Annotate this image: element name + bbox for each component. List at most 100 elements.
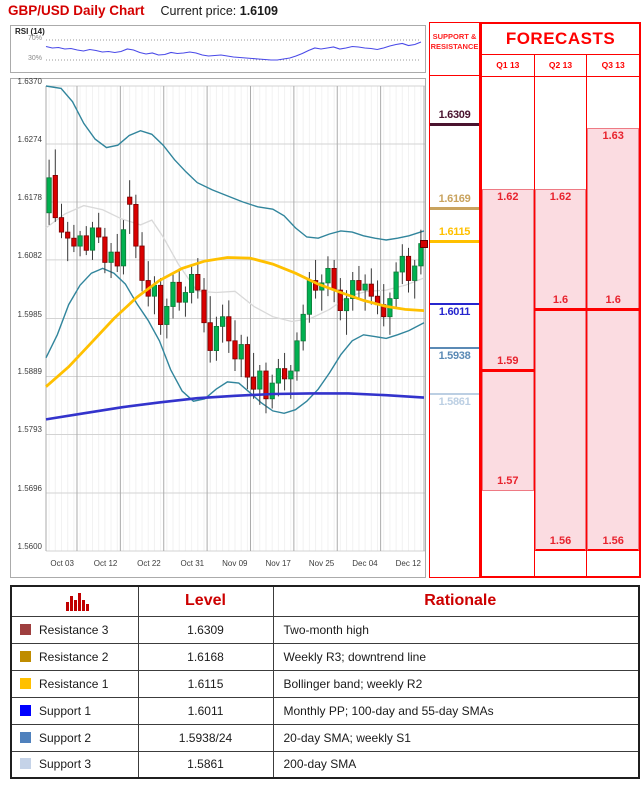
forecast-quarter-header-row: Q1 13 Q2 13 Q3 13 bbox=[482, 55, 639, 77]
row-level: 1.6168 bbox=[137, 642, 274, 671]
sr-level-value: 1.6011 bbox=[438, 305, 471, 318]
y-axis-label: 1.6178 bbox=[17, 192, 42, 202]
forecast-value-label: 1.56 bbox=[602, 535, 624, 547]
table-header-icon-cell bbox=[10, 585, 139, 617]
current-price: Current price: 1.6109 bbox=[161, 4, 278, 18]
forecast-quarter-q2: Q2 13 bbox=[535, 55, 588, 76]
legend-swatch bbox=[20, 677, 31, 689]
x-axis-label: Dec 12 bbox=[395, 559, 421, 568]
x-axis-label: Nov 09 bbox=[222, 559, 248, 568]
sr-level-value: 1.5938 bbox=[438, 349, 471, 362]
forecast-column-q1-13: 1.62 1.59 1.57 bbox=[482, 77, 535, 576]
rsi-line bbox=[45, 41, 422, 61]
x-axis-label: Oct 12 bbox=[93, 559, 118, 568]
support-resistance-header: SUPPORT & RESISTANCE bbox=[430, 23, 479, 76]
y-axis-label: 1.6274 bbox=[17, 134, 42, 144]
table-row: Resistance 3 1.6309 Two-month high bbox=[10, 615, 640, 644]
forecast-value-label: 1.59 bbox=[497, 354, 519, 367]
forecast-column-q2-13: 1.62 1.6 1.56 bbox=[534, 77, 588, 576]
row-level: 1.6011 bbox=[137, 696, 274, 725]
forecast-value-label: 1.57 bbox=[497, 474, 519, 487]
price-chart bbox=[45, 85, 425, 552]
price-chart-panel: 1.6370 1.6274 1.6178 1.6082 1.5985 1.5889 1.57… bbox=[10, 77, 426, 578]
forecast-central-line bbox=[587, 308, 640, 312]
support-resistance-column: SUPPORT & RESISTANCE 1.6309 1.6169 1.6115 1… bbox=[429, 22, 480, 578]
y-axis-label: 1.6370 bbox=[17, 77, 42, 86]
x-axis-label: Dec 04 bbox=[352, 559, 378, 568]
current-price-label: Current price: bbox=[160, 4, 237, 18]
x-axis-label: Oct 22 bbox=[137, 559, 161, 568]
legend-swatch bbox=[20, 650, 31, 662]
row-level: 1.6115 bbox=[137, 669, 274, 698]
table-header-level: Level bbox=[137, 585, 274, 617]
bar-chart-icon bbox=[66, 593, 90, 612]
row-label: Resistance 1 bbox=[39, 676, 109, 691]
sma20-line bbox=[45, 204, 425, 323]
forecast-value-label: 1.63 bbox=[602, 130, 624, 143]
sr-level-line bbox=[430, 346, 479, 349]
table-row: Support 1 1.6011 Monthly PP; 100-day and… bbox=[10, 696, 640, 725]
legend-swatch bbox=[20, 758, 31, 770]
levels-table: Level Rationale Resistance 3 1.6309 Two-… bbox=[10, 585, 640, 779]
legend-swatch bbox=[20, 704, 31, 716]
forecast-range bbox=[482, 188, 534, 491]
bollinger-lower-line bbox=[45, 267, 425, 415]
row-rationale: Bollinger band; weekly R2 bbox=[272, 669, 640, 698]
row-level: 1.5938/24 bbox=[137, 723, 274, 752]
forecast-value-label: 1.56 bbox=[549, 535, 572, 547]
row-label: Support 3 bbox=[39, 757, 92, 772]
y-axis-label: 1.6082 bbox=[17, 250, 42, 260]
row-rationale: Weekly R3; downtrend line bbox=[272, 642, 640, 671]
forecast-body: 1.62 1.59 1.57 1.62 1.6 1.56 1.63 1.6 1.56 bbox=[482, 77, 640, 576]
current-price-value: 1.6109 bbox=[239, 4, 278, 18]
forecast-range bbox=[587, 128, 640, 551]
forecast-value-label: 1.62 bbox=[549, 190, 572, 203]
sr-level-value: 1.6309 bbox=[438, 108, 471, 121]
forecast-value-label: 1.6 bbox=[552, 294, 569, 307]
table-header-row: Level Rationale bbox=[10, 585, 640, 617]
table-header-rationale: Rationale bbox=[272, 585, 640, 617]
forecast-central-line bbox=[534, 308, 587, 312]
rsi-label: RSI (14) bbox=[15, 27, 45, 36]
row-level: 1.5861 bbox=[137, 750, 274, 779]
bollinger-upper-line bbox=[45, 85, 425, 241]
forecast-quarter-q1: Q1 13 bbox=[482, 55, 535, 76]
candles bbox=[46, 149, 424, 414]
y-axis-label: 1.5889 bbox=[17, 367, 42, 377]
row-label: Resistance 3 bbox=[39, 622, 109, 637]
x-axis-label: Oct 31 bbox=[180, 559, 205, 568]
forecast-range bbox=[534, 188, 587, 551]
page-title: GBP/USD Daily Chart bbox=[8, 3, 145, 18]
row-rationale: 20-day SMA; weekly S1 bbox=[272, 723, 640, 752]
table-row: Support 2 1.5938/24 20-day SMA; weekly S… bbox=[10, 723, 640, 752]
sr-level-value: 1.6169 bbox=[438, 193, 471, 206]
table-row: Resistance 1 1.6115 Bollinger band; week… bbox=[10, 669, 640, 698]
gridlines bbox=[45, 85, 425, 552]
row-label: Support 2 bbox=[39, 730, 92, 745]
sr-level-line bbox=[430, 302, 479, 305]
y-axis-label: 1.5696 bbox=[17, 484, 42, 494]
table-row: Support 3 1.5861 200-day SMA bbox=[10, 750, 640, 779]
sr-level-line bbox=[430, 207, 479, 211]
rsi-plot bbox=[45, 39, 422, 61]
forecast-value-label: 1.6 bbox=[605, 294, 621, 307]
forecast-central-line bbox=[482, 368, 534, 372]
y-axis-label: 1.5985 bbox=[17, 309, 42, 319]
legend-swatch bbox=[20, 623, 31, 635]
current-price-marker bbox=[420, 239, 428, 248]
legend-swatch bbox=[20, 731, 31, 743]
table-row: Resistance 2 1.6168 Weekly R3; downtrend… bbox=[10, 642, 640, 671]
sr-level-value: 1.6115 bbox=[438, 225, 471, 238]
row-rationale: Monthly PP; 100-day and 55-day SMAs bbox=[272, 696, 640, 725]
row-label: Resistance 2 bbox=[39, 649, 109, 664]
forecast-value-label: 1.62 bbox=[497, 190, 519, 203]
forecasts-title: FORECASTS bbox=[482, 24, 639, 55]
row-rationale: 200-day SMA bbox=[272, 750, 640, 779]
x-axis-label: Oct 03 bbox=[50, 559, 74, 568]
forecasts-table: FORECASTS Q1 13 Q2 13 Q3 13 1.62 1.59 1.57… bbox=[480, 22, 641, 578]
y-axis-label: 1.5793 bbox=[17, 425, 42, 435]
sr-level-value: 1.5861 bbox=[438, 396, 471, 409]
x-axis-label: Nov 25 bbox=[308, 559, 335, 568]
row-level: 1.6309 bbox=[137, 615, 274, 644]
